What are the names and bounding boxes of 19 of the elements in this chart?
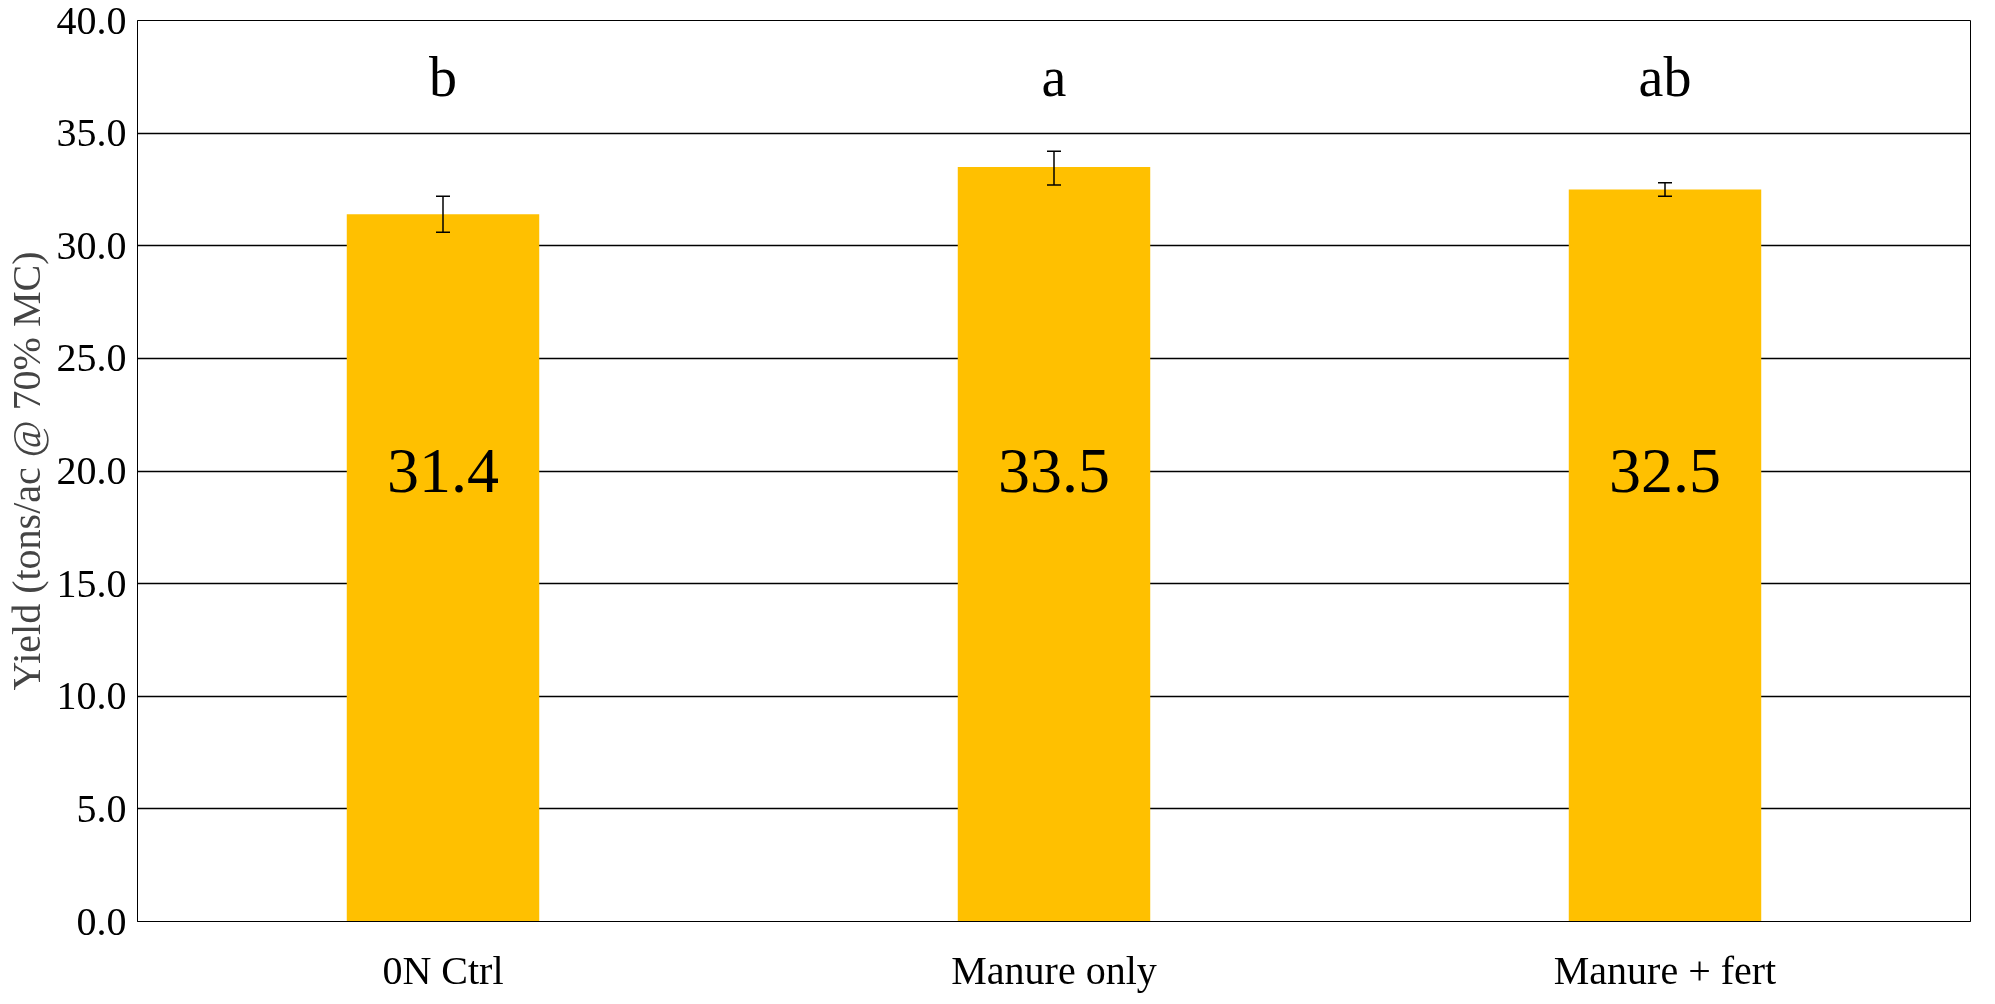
y-tick-label: 35.0	[56, 110, 127, 156]
y-tick-label: 40.0	[56, 0, 127, 43]
y-tick-label: 30.0	[56, 222, 127, 268]
y-tick-label: 5.0	[76, 785, 127, 831]
y-tick-label: 0.0	[76, 898, 127, 944]
y-tick-label: 25.0	[56, 335, 127, 381]
data-label: 32.5	[1609, 435, 1721, 506]
y-tick-label: 20.0	[56, 448, 127, 493]
data-label: 33.5	[998, 435, 1110, 506]
y-tick-label: 15.0	[56, 560, 127, 606]
x-tick-label: Manure + fert	[1553, 947, 1777, 993]
y-axis-title: Yield (tons/ac @ 70% MC)	[3, 251, 49, 691]
data-label: 31.4	[387, 435, 499, 506]
x-tick-label: 0N Ctrl	[382, 947, 504, 993]
annotation: a	[1041, 45, 1067, 108]
x-tick-label: Manure only	[951, 947, 1157, 993]
annotation: ab	[1638, 45, 1692, 108]
annotation: b	[429, 45, 457, 108]
y-tick-label: 10.0	[56, 673, 127, 719]
